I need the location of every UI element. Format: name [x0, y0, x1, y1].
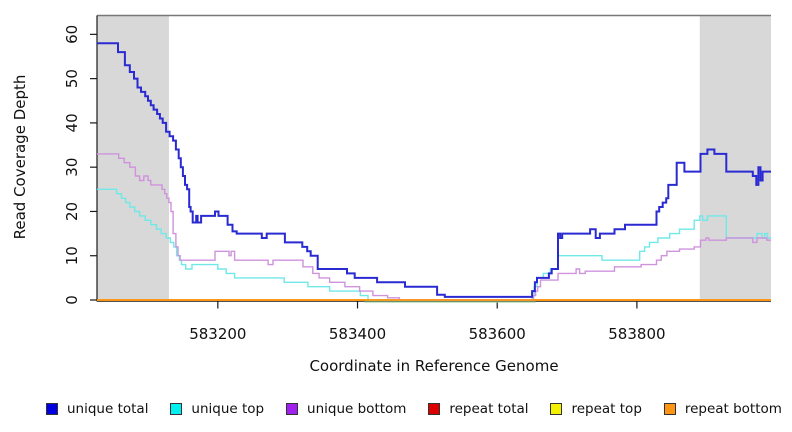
y-tick-label: 0 — [63, 295, 81, 305]
legend-item-repeat-top: repeat top — [550, 401, 642, 417]
x-tick-label: 583800 — [608, 325, 665, 343]
legend-swatch-unique-bottom — [286, 403, 299, 415]
legend-swatch-repeat-total — [428, 403, 441, 415]
legend-swatch-repeat-top — [550, 403, 563, 415]
x-tick-label: 583200 — [189, 325, 246, 343]
legend-label-repeat-bottom: repeat bottom — [684, 401, 782, 417]
y-tick-label: 10 — [63, 246, 81, 265]
legend-label-unique-total: unique total — [67, 401, 149, 417]
legend-item-repeat-bottom: repeat bottom — [663, 401, 782, 417]
shaded-region — [97, 15, 169, 301]
legend-swatch-unique-top — [170, 403, 183, 415]
x-axis-title: Coordinate in Reference Genome — [309, 357, 559, 375]
series-unique-bottom — [97, 153, 771, 301]
legend-item-unique-bottom: unique bottom — [286, 401, 406, 417]
shaded-region — [699, 15, 771, 301]
x-tick-label: 583600 — [469, 325, 526, 343]
y-tick-label: 20 — [63, 202, 81, 221]
y-tick-label: 50 — [63, 69, 81, 88]
legend-label-repeat-total: repeat total — [449, 401, 529, 417]
series-unique-total — [97, 42, 771, 298]
legend-swatch-unique-total — [46, 403, 58, 415]
y-tick-label: 40 — [63, 113, 81, 132]
legend-label-unique-bottom: unique bottom — [307, 401, 407, 417]
legend-item-unique-top: unique top — [170, 401, 264, 417]
legend-item-repeat-total: repeat total — [428, 401, 529, 417]
legend-label-repeat-top: repeat top — [571, 401, 642, 417]
legend-item-unique-total: unique total — [46, 401, 148, 417]
y-tick-label: 60 — [63, 25, 81, 44]
series-unique-top — [97, 188, 771, 301]
x-tick-label: 583400 — [329, 325, 386, 343]
y-tick-label: 30 — [63, 158, 81, 177]
legend-swatch-repeat-bottom — [663, 403, 676, 415]
y-axis-title: Read Coverage Depth — [11, 74, 29, 240]
legend: unique total unique top unique bottom re… — [46, 398, 782, 420]
legend-label-unique-top: unique top — [191, 401, 265, 417]
